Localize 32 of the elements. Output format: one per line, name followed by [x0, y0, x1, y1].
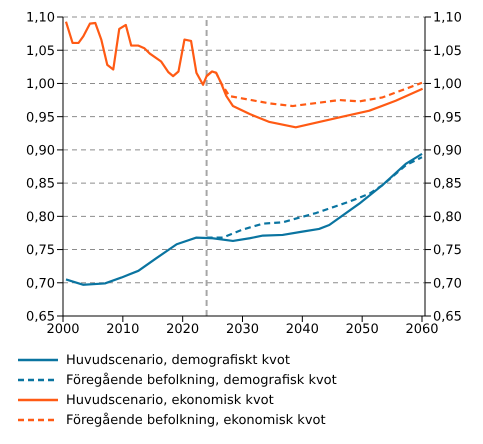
y2-tick-label: 0,80 [433, 210, 462, 225]
y2-tick-label: 1,10 [433, 10, 462, 26]
y-tick-label: 1,10 [26, 10, 55, 26]
x-tick-label: 2010 [106, 322, 140, 338]
legend-label: Föregående befolkning, demografisk kvot [66, 372, 337, 388]
y2-tick-label: 0,75 [433, 243, 462, 258]
y-tick-label: 0,85 [26, 176, 55, 192]
x-tick-label: 2000 [46, 322, 80, 338]
y2-tick-label: 0,65 [433, 310, 462, 325]
y-tick-label: 0,75 [26, 243, 55, 258]
y-tick-label: 1,05 [26, 44, 55, 59]
legend-label: Huvudscenario, ekonomisk kvot [66, 392, 274, 408]
x-tick-label: 2020 [166, 322, 200, 338]
x-tick-label: 2040 [286, 322, 319, 338]
y2-tick-label: 0,95 [433, 110, 462, 126]
y-tick-label: 1,00 [26, 77, 55, 92]
y-tick-label: 0,95 [26, 110, 55, 126]
line-series [64, 20, 424, 128]
y-tick-label: 0,70 [26, 276, 55, 292]
y2-tick-label: 1,05 [433, 44, 462, 59]
x-tick-label: 2050 [346, 322, 379, 338]
legend-label: Huvudscenario, demografiskt kvot [66, 352, 290, 368]
y2-tick-label: 1,00 [433, 77, 462, 92]
y2-tick-label: 0,70 [433, 276, 462, 292]
legend-label: Föregående befolkning, ekonomisk kvot [66, 412, 326, 428]
y-tick-label: 0,90 [26, 144, 55, 159]
y2-tick-label: 0,90 [433, 144, 462, 159]
y-tick-label: 0,80 [26, 210, 55, 225]
x-tick-label: 2060 [405, 322, 439, 338]
x-tick-label: 2030 [226, 322, 260, 338]
line-series [64, 152, 424, 286]
y2-tick-label: 0,85 [433, 176, 462, 192]
